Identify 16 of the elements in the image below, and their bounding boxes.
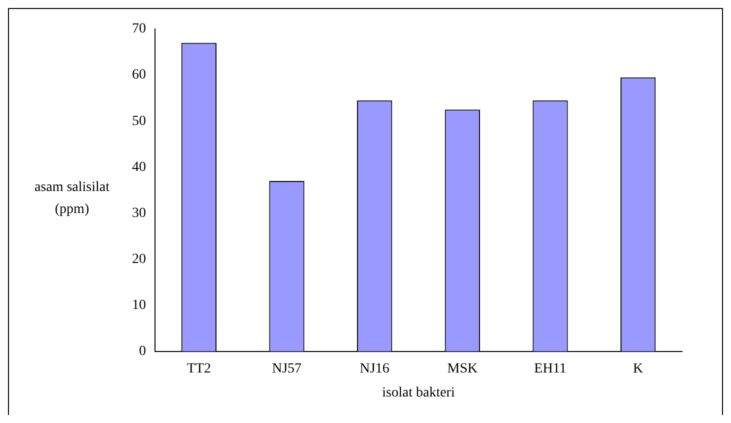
y-tick-label: 10 xyxy=(132,298,146,314)
y-axis-title: asam salisilat (ppm) xyxy=(33,179,111,219)
x-axis-title: isolat bakteri xyxy=(382,385,455,400)
y-tick-label: 50 xyxy=(132,114,146,129)
x-tick-label: NJ16 xyxy=(360,361,390,376)
y-tick-label: 40 xyxy=(132,160,146,175)
y-tick-label: 60 xyxy=(132,68,146,83)
y-tick-label: 70 xyxy=(132,22,146,37)
x-tick-label: MSK xyxy=(447,361,478,376)
y-tick-label: 30 xyxy=(132,206,146,221)
x-tick-label: NJ57 xyxy=(272,361,302,376)
y-tick-label: 20 xyxy=(132,252,146,267)
x-tick-label: K xyxy=(633,361,644,376)
x-tick-label: EH11 xyxy=(534,361,566,376)
y-tick-label: 0 xyxy=(139,344,146,360)
x-tick-label: TT2 xyxy=(186,361,211,376)
